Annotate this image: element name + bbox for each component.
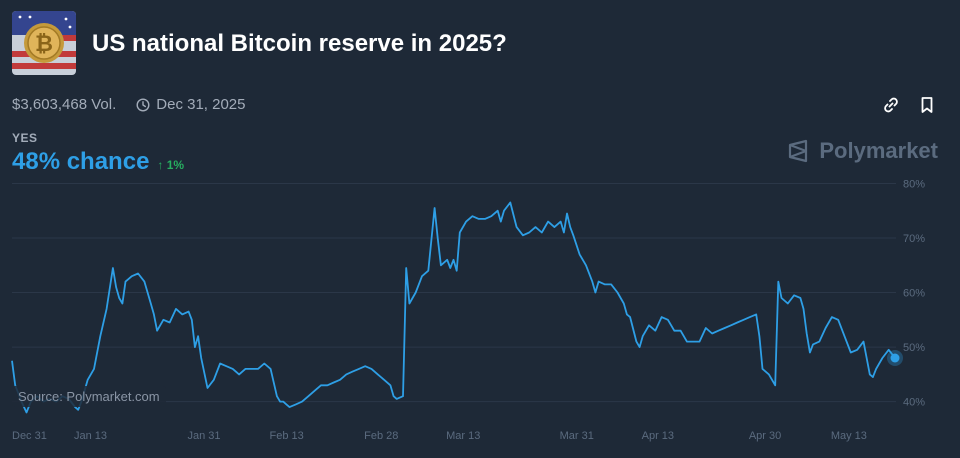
x-axis-ticks: Dec 31 Jan 13 Jan 31 Feb 13 Feb 28 Mar 13 Mar … [12,430,867,442]
y-axis-ticks: 40% 50% 60% 70% 80% [903,178,925,408]
x-tick-label: Jan 13 [74,430,107,442]
x-tick-label: Jan 31 [188,430,221,442]
brand-name: Polymarket [819,138,938,163]
outcome-label: YES [12,131,38,145]
polymarket-watermark: Polymarket [787,138,938,164]
end-date: Dec 31, 2025 [136,96,246,113]
market-meta: $3,603,468 Vol. Dec 31, 2025 [12,96,246,113]
source-label: Source: Polymarket.com [12,386,166,407]
last-point-dot [890,353,900,363]
y-tick-label: 50% [903,342,925,354]
clock-icon [136,97,150,112]
chance-display: 48% chance ↑ 1% [12,148,184,176]
link-icon[interactable] [882,96,900,114]
x-tick-label: Apr 30 [749,430,781,442]
volume-text: $3,603,468 Vol. [12,96,117,113]
market-thumbnail: ₿ [12,11,76,75]
chance-delta: ↑ 1% [157,158,185,172]
svg-text:₿: ₿ [35,32,53,57]
bookmark-icon[interactable] [918,96,936,114]
last-point-marker [887,350,903,366]
x-tick-label: Feb 28 [364,430,398,442]
chance-value: 48% chance [12,148,150,175]
x-tick-label: Dec 31 [12,430,47,442]
y-tick-label: 60% [903,288,925,300]
market-title: US national Bitcoin reserve in 2025? [92,30,507,57]
chart-grid [12,182,896,403]
y-tick-label: 70% [903,233,925,245]
x-tick-label: May 13 [831,430,867,442]
market-actions [882,96,936,114]
probability-line [11,201,896,414]
end-date-text: Dec 31, 2025 [156,96,246,113]
y-tick-label: 80% [903,178,925,190]
y-tick-label: 40% [903,397,925,409]
x-tick-label: Mar 13 [446,430,480,442]
polymarket-logo-icon [789,139,808,163]
bitcoin-flag-icon: ₿ [12,11,76,75]
x-tick-label: Apr 13 [642,430,674,442]
x-tick-label: Mar 31 [560,430,594,442]
x-tick-label: Feb 13 [270,430,304,442]
